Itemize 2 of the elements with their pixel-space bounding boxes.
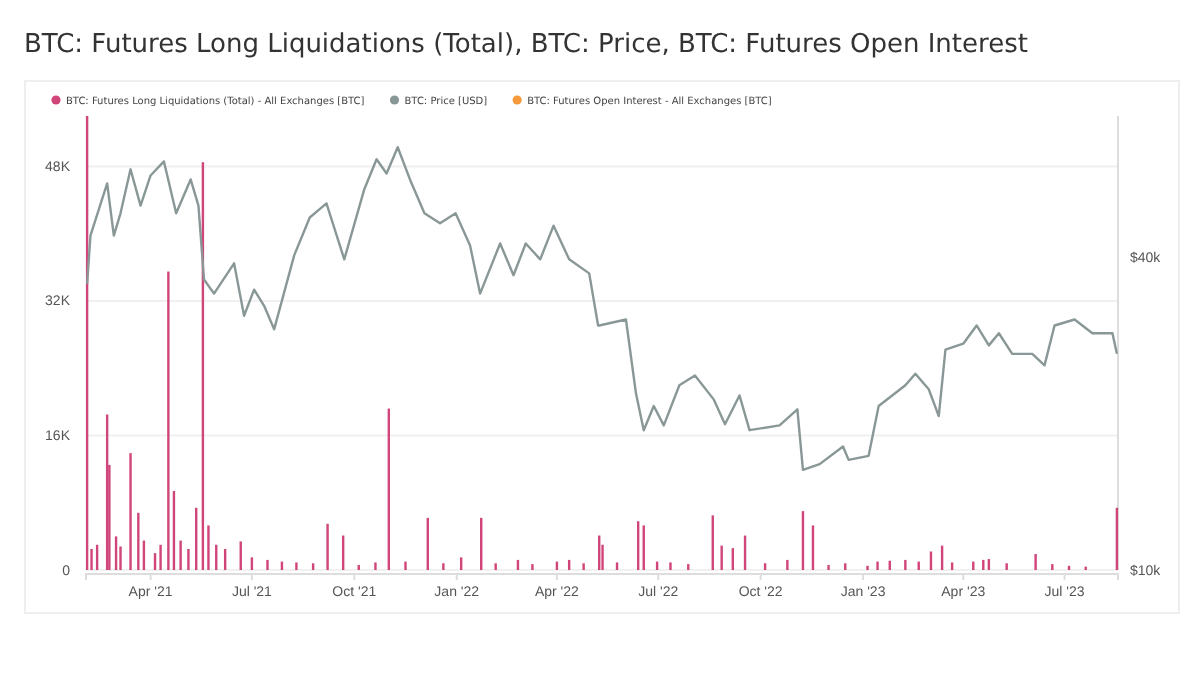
line-series — [85, 146, 1119, 471]
chart-title: BTC: Futures Long Liquidations (Total), BTC: Price, BTC: Futures Open Interest — [24, 30, 1028, 60]
